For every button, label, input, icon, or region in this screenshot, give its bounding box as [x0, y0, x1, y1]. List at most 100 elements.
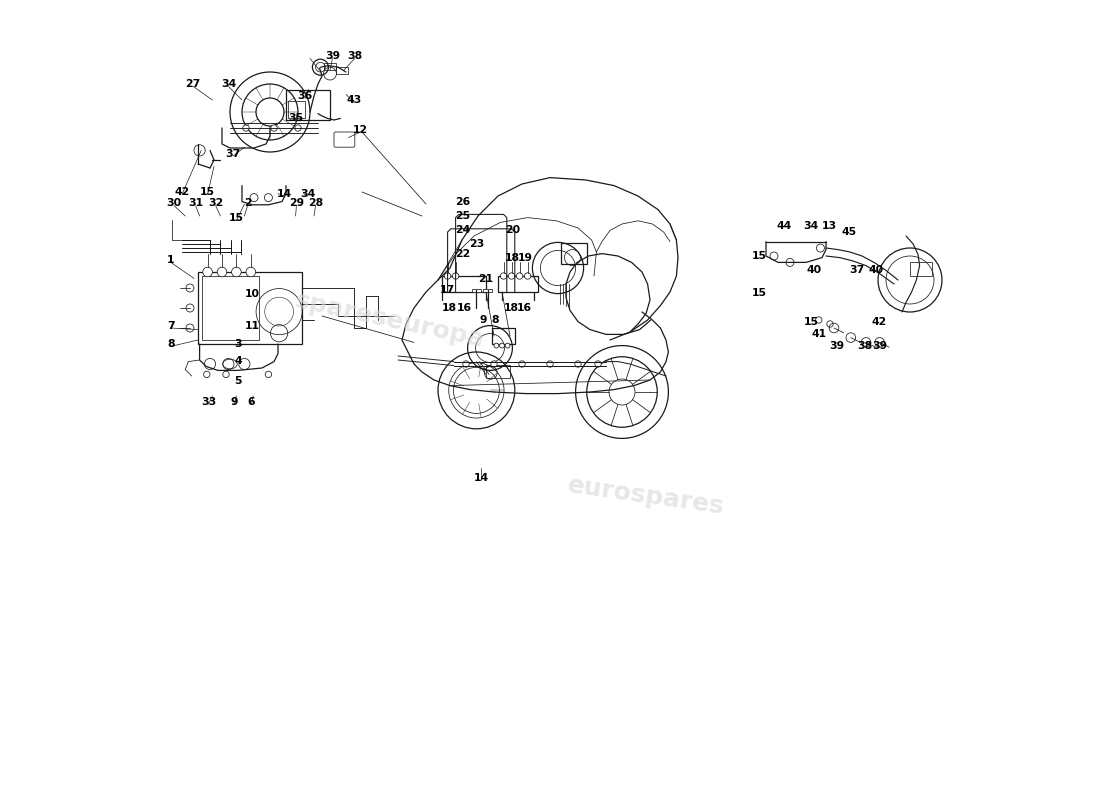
Text: 39: 39 [828, 342, 844, 351]
Circle shape [444, 273, 451, 279]
Bar [442, 276, 486, 292]
Text: 17: 17 [440, 285, 455, 294]
Circle shape [186, 284, 194, 292]
Text: 37: 37 [849, 266, 865, 275]
Text: 35: 35 [288, 114, 304, 123]
Circle shape [508, 273, 515, 279]
Bar [561, 243, 586, 264]
Text: 15: 15 [752, 288, 767, 298]
Text: 8: 8 [492, 315, 499, 325]
Text: 8: 8 [167, 339, 175, 349]
Circle shape [186, 304, 194, 312]
Circle shape [232, 267, 241, 277]
Text: 9: 9 [230, 397, 238, 406]
Circle shape [547, 361, 553, 367]
Bar [202, 276, 260, 340]
Text: 42: 42 [175, 187, 189, 197]
Text: 15: 15 [752, 251, 767, 261]
Text: 34: 34 [300, 189, 316, 198]
Circle shape [846, 333, 856, 342]
Circle shape [770, 252, 778, 260]
Text: eurospares: eurospares [566, 473, 726, 519]
Text: 22: 22 [455, 249, 471, 258]
Text: 43: 43 [346, 95, 362, 105]
Circle shape [243, 125, 250, 131]
Text: 29: 29 [289, 198, 304, 208]
Text: 28: 28 [308, 198, 323, 208]
Text: 40: 40 [869, 266, 884, 275]
Circle shape [204, 371, 210, 378]
Text: 14: 14 [474, 474, 488, 483]
Bar [483, 289, 493, 292]
Circle shape [525, 273, 531, 279]
Text: 19: 19 [518, 253, 532, 262]
Circle shape [595, 361, 602, 367]
Circle shape [217, 267, 227, 277]
Circle shape [786, 258, 794, 266]
Text: 37: 37 [226, 149, 241, 158]
Text: 5: 5 [234, 376, 242, 386]
Circle shape [874, 338, 884, 347]
Text: 18: 18 [504, 303, 519, 313]
Circle shape [295, 125, 301, 131]
Text: 11: 11 [245, 321, 260, 330]
Bar [472, 289, 481, 292]
Text: 25: 25 [455, 211, 471, 221]
Circle shape [505, 343, 510, 348]
Text: 44: 44 [777, 221, 792, 230]
Bar [493, 328, 515, 344]
Text: 33: 33 [201, 397, 216, 406]
Circle shape [491, 361, 497, 367]
Text: 39: 39 [324, 51, 340, 61]
Bar [198, 272, 302, 344]
Circle shape [452, 273, 459, 279]
Text: 3: 3 [234, 339, 242, 349]
Bar [323, 63, 337, 70]
Bar [287, 101, 305, 118]
Text: 38: 38 [857, 342, 872, 351]
Circle shape [186, 324, 194, 332]
Text: 4: 4 [234, 356, 242, 366]
Text: 34: 34 [803, 221, 818, 230]
Text: 36: 36 [298, 91, 312, 101]
Text: 34: 34 [221, 79, 236, 89]
Text: 18: 18 [505, 253, 520, 262]
Text: 16: 16 [517, 303, 532, 313]
Text: 2: 2 [244, 198, 252, 208]
Bar [286, 90, 330, 120]
Text: 7: 7 [167, 321, 175, 330]
Circle shape [519, 361, 525, 367]
Text: 21: 21 [477, 274, 493, 284]
Text: 40: 40 [806, 266, 822, 275]
Text: 24: 24 [455, 225, 471, 234]
Text: 39: 39 [872, 342, 888, 351]
Circle shape [202, 267, 212, 277]
Circle shape [861, 338, 871, 347]
Text: 31: 31 [188, 198, 204, 208]
Text: 6: 6 [248, 397, 255, 406]
Text: 10: 10 [245, 290, 260, 299]
Text: 14: 14 [277, 189, 292, 198]
Text: 15: 15 [200, 187, 216, 197]
Circle shape [271, 125, 277, 131]
Circle shape [816, 244, 824, 252]
Circle shape [265, 371, 272, 378]
Text: 9: 9 [480, 315, 486, 325]
Text: 16: 16 [456, 303, 472, 313]
Text: 18: 18 [442, 303, 456, 313]
Text: 13: 13 [822, 221, 837, 230]
Text: spareseuropa: spareseuropa [293, 288, 487, 352]
Bar [910, 262, 933, 276]
Text: 42: 42 [872, 317, 888, 326]
Text: 23: 23 [469, 239, 484, 249]
Bar [336, 67, 349, 74]
Bar [498, 276, 538, 292]
Circle shape [463, 361, 470, 367]
Text: 32: 32 [208, 198, 223, 208]
Text: 45: 45 [842, 227, 857, 237]
Circle shape [246, 267, 255, 277]
Circle shape [223, 371, 229, 378]
Text: 41: 41 [811, 330, 826, 339]
Circle shape [829, 323, 839, 333]
Text: 26: 26 [455, 197, 471, 206]
